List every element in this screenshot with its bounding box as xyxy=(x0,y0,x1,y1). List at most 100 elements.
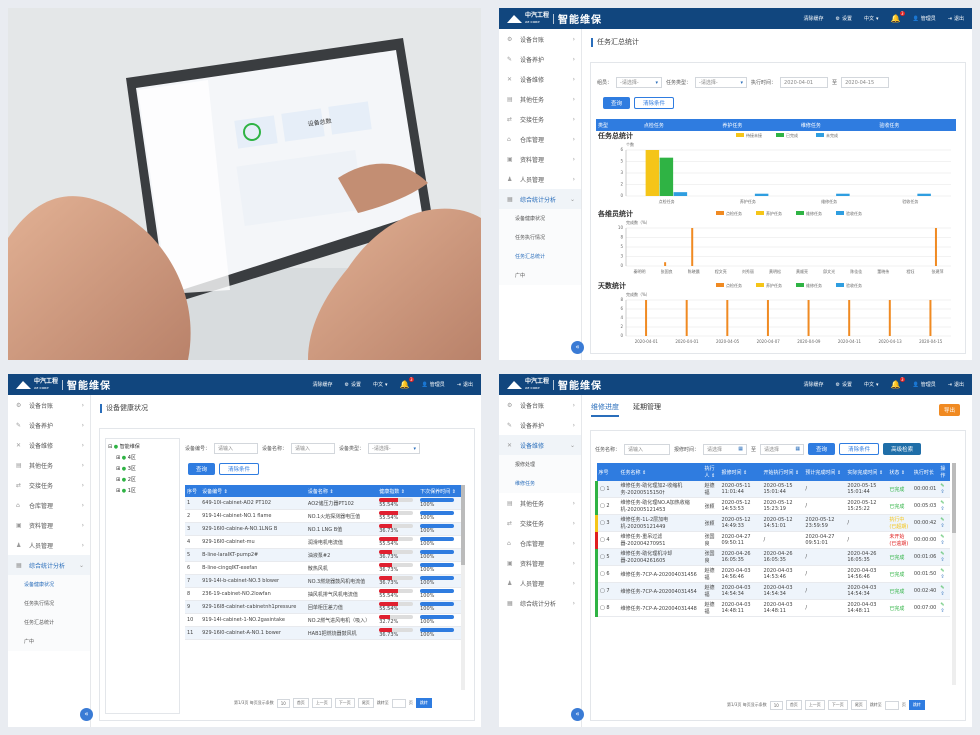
menu-item[interactable]: ⚙ 设备台账 › xyxy=(507,35,575,44)
clear-cache-link[interactable]: 清除缓存 xyxy=(803,382,824,388)
table-row[interactable]: ▢ 5 维修任务-助化理机冷却器-202004261605 张国良 2020-04-2… xyxy=(595,548,950,566)
upload-icon[interactable]: ⇪ xyxy=(940,540,945,546)
jump-button[interactable]: 跳转 xyxy=(908,700,925,710)
menu-item-stats[interactable]: ▦ 综合统计分析 ⌄ xyxy=(499,189,581,209)
tab-progress[interactable]: 维修进度 xyxy=(591,402,619,417)
upload-icon[interactable]: ⇪ xyxy=(940,489,945,495)
menu-item-stats[interactable]: ▦ 综合统计分析 ⌄ xyxy=(8,555,90,575)
tab-delay[interactable]: 延期管理 xyxy=(633,403,661,411)
group-select[interactable]: -请选择- xyxy=(616,77,663,88)
page-size-select[interactable]: 10 xyxy=(769,700,783,710)
clear-button[interactable]: 清除条件 xyxy=(634,97,675,109)
row-checkbox[interactable]: ▢ xyxy=(600,503,605,509)
submenu-item[interactable]: 广中 xyxy=(499,266,581,285)
menu-item[interactable]: ⌂ 仓库管理 › xyxy=(507,135,575,144)
menu-item-repair[interactable]: ✕ 设备维修 ⌄ xyxy=(499,435,581,455)
bell-icon[interactable]: 🔔 3 xyxy=(890,377,905,389)
table-row[interactable]: ▢ 3 维修任务-1L-2层加电机-202005121449 张颖 2020-05-1… xyxy=(595,514,950,532)
table-row[interactable]: 4 929-16I0-cabinet-mu 润滑电机电流值 55.54% 100% xyxy=(185,535,461,549)
table-scrollbar[interactable] xyxy=(952,463,956,685)
menu-item[interactable]: ⚙ 设备台账 › xyxy=(16,401,84,410)
tree-node[interactable]: ⊞ ● 1区 xyxy=(116,488,136,494)
clear-cache-link[interactable]: 清除缓存 xyxy=(803,16,824,22)
tree-node[interactable]: ⊞ ● 2区 xyxy=(116,477,136,483)
language-select[interactable]: 中文 ▾ xyxy=(864,15,879,23)
upload-icon[interactable]: ⇪ xyxy=(940,591,945,597)
row-checkbox[interactable]: ▢ xyxy=(600,605,605,611)
logout-button[interactable]: ⇥ 退出 xyxy=(947,381,964,389)
jump-input[interactable] xyxy=(884,700,899,710)
language-select[interactable]: 中文 ▾ xyxy=(864,381,879,389)
row-checkbox[interactable]: ▢ xyxy=(600,554,605,560)
jump-input[interactable] xyxy=(391,698,406,708)
submenu-item-active[interactable]: 维修任务 xyxy=(499,474,581,493)
edit-icon[interactable]: ✎ xyxy=(940,585,945,591)
jump-button[interactable]: 跳转 xyxy=(415,698,432,708)
edit-icon[interactable]: ✎ xyxy=(940,551,945,557)
tree-node[interactable]: ⊞ ● 3区 xyxy=(116,466,136,472)
menu-item[interactable]: ▦ 综合统计分析 › xyxy=(507,599,575,608)
logout-button[interactable]: ⇥ 退出 xyxy=(456,381,473,389)
first-page[interactable]: 首页 xyxy=(785,700,802,710)
clear-button[interactable]: 清除条件 xyxy=(219,463,260,475)
table-row[interactable]: ▢ 1 维修任务-助化理加2-收缩机务-20200515150† 赵德福 2020-0… xyxy=(595,481,950,498)
submenu-item-active[interactable]: 设备健康状况 xyxy=(8,575,90,594)
menu-item[interactable]: ✎ 设备养护 › xyxy=(16,421,84,430)
row-checkbox[interactable]: ▢ xyxy=(600,520,605,526)
menu-item[interactable]: ▤ 其他任务 › xyxy=(507,95,575,104)
settings-link[interactable]: ⚙ 设置 xyxy=(344,381,362,389)
table-row[interactable]: ▢ 7 维修任务-7CP-A-202004031454 赵德福 2020-04-03 … xyxy=(595,582,950,600)
query-button[interactable]: 查询 xyxy=(808,443,836,455)
row-checkbox[interactable]: ▢ xyxy=(600,537,605,543)
edit-icon[interactable]: ✎ xyxy=(940,483,945,489)
device-no-input[interactable]: 请输入 xyxy=(214,443,259,454)
clear-cache-link[interactable]: 清除缓存 xyxy=(312,382,333,388)
date-to[interactable]: 2020-04-15 xyxy=(841,77,890,88)
menu-item[interactable]: ⇄ 交接任务 › xyxy=(507,519,575,528)
upload-icon[interactable]: ⇪ xyxy=(940,574,945,580)
table-row[interactable]: 8 236-19-cabinet-NO.2lowfan 抽风机排气风机电流值 55.5… xyxy=(185,587,461,601)
upload-icon[interactable]: ⇪ xyxy=(940,506,945,512)
user-menu[interactable]: 👤 管理员 xyxy=(912,381,936,389)
edit-icon[interactable]: ✎ xyxy=(940,534,945,540)
submenu-item-active[interactable]: 任务汇总统计 xyxy=(499,247,581,266)
menu-item[interactable]: ✕ 设备维修 › xyxy=(16,441,84,450)
submenu-item[interactable]: 设备健康状况 xyxy=(499,209,581,228)
table-row[interactable]: 7 919-14I-b-cabinet-NO.3 blower NO.3燃烧器鼓风机… xyxy=(185,574,461,588)
report-to[interactable]: 请选择 ▦ xyxy=(760,443,805,455)
submenu-item[interactable]: 报修处理 xyxy=(499,455,581,474)
table-row[interactable]: 9 929-16I8-cabinet-cabinetnh1pressure 回单柜压… xyxy=(185,600,461,614)
page-size-select[interactable]: 10 xyxy=(276,698,290,708)
collapse-icon[interactable]: « xyxy=(571,708,584,721)
last-page[interactable]: 尾页 xyxy=(850,700,867,710)
table-row[interactable]: ▢ 6 维修任务-7CP-A-202004031456 赵德福 2020-04-03 … xyxy=(595,565,950,583)
row-checkbox[interactable]: ▢ xyxy=(600,588,605,594)
table-row[interactable]: 2 919-14I-cabinet-NO.1 flame NO.1火焰探测器电压值 5… xyxy=(185,509,461,523)
menu-item[interactable]: ⌂ 仓库管理 › xyxy=(507,539,575,548)
table-row[interactable]: ▢ 4 维修任务-重吊过滤器-202004270951 张国良 2020-04-27 … xyxy=(595,531,950,549)
row-checkbox[interactable]: ▢ xyxy=(600,571,605,577)
menu-item[interactable]: ⚙ 设备台账 › xyxy=(507,401,575,410)
menu-item[interactable]: ♟ 人员管理 › xyxy=(16,541,84,550)
upload-icon[interactable]: ⇪ xyxy=(940,557,945,563)
edit-icon[interactable]: ✎ xyxy=(940,500,945,506)
task-name-input[interactable]: 请输入 xyxy=(624,443,671,455)
last-page[interactable]: 尾页 xyxy=(357,698,374,708)
device-name-input[interactable]: 请输入 xyxy=(291,443,336,454)
advanced-search-button[interactable]: 高级检索 xyxy=(883,443,922,455)
export-button[interactable]: 导出 xyxy=(938,404,960,416)
upload-icon[interactable]: ⇪ xyxy=(940,608,945,614)
table-row[interactable]: 3 929-16I0-cabine-A-NO.1LNG B NO.1 LNG B值 3… xyxy=(185,522,461,536)
settings-link[interactable]: ⚙ 设置 xyxy=(835,381,853,389)
menu-item[interactable]: ✎ 设备养护 › xyxy=(507,421,575,430)
menu-item[interactable]: ♟ 人员管理 › xyxy=(507,175,575,184)
date-from[interactable]: 2020-04-01 xyxy=(780,77,829,88)
edit-icon[interactable]: ✎ xyxy=(940,517,945,523)
table-row[interactable]: 6 B-line-cingqIKT-exefan 散热风机 36.73% 100% xyxy=(185,561,461,575)
logout-button[interactable]: ⇥ 退出 xyxy=(947,15,964,23)
tree-root[interactable]: ⊟ ● 智能维保 xyxy=(108,444,140,450)
table-row[interactable]: 1 649-10I-cabinet-AO2 PT102 AO2储压力器PT102 55… xyxy=(185,497,461,510)
menu-item[interactable]: ▤ 其他任务 › xyxy=(16,461,84,470)
table-scrollbar[interactable] xyxy=(461,485,465,690)
first-page[interactable]: 首页 xyxy=(292,698,309,708)
